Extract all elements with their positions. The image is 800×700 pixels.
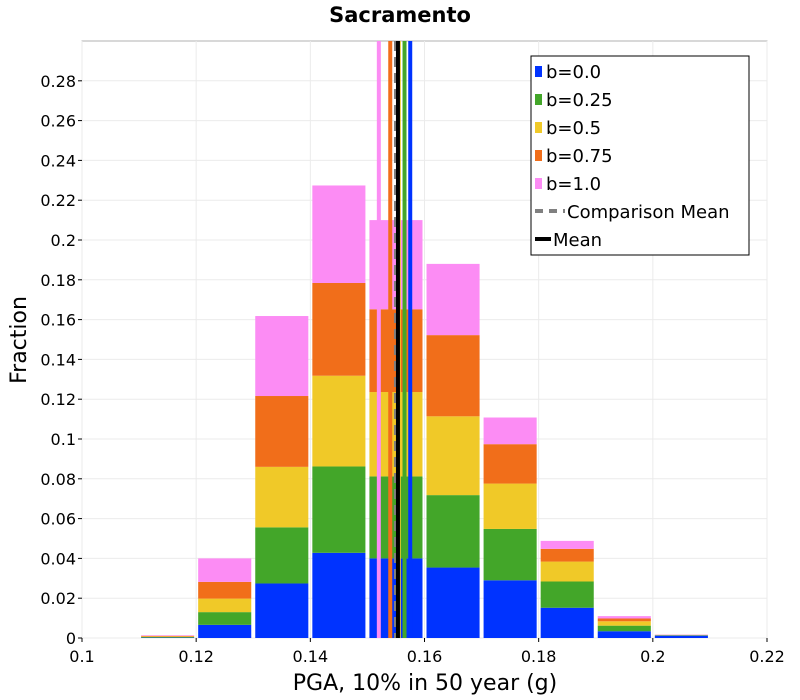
y-tick-label: 0.12 [40, 390, 76, 409]
y-axis-ticks: 0 0.02 0.04 0.06 0.08 0.1 0.12 0.14 0.16 0.18 0.2 0… [40, 72, 82, 648]
bar-b00-bin-9 [654, 635, 708, 638]
legend-swatch [535, 66, 542, 77]
bar-b10-bin-0 [141, 635, 195, 636]
bar-b10-bin-7 [540, 540, 594, 549]
bar-b10-bin-5 [426, 263, 480, 336]
bars [141, 185, 708, 638]
x-tick-label: 0.2 [640, 647, 665, 666]
bar-b10-bin-8 [597, 616, 651, 619]
bar-b05-bin-7 [540, 561, 594, 582]
bar-b00-bin-6 [483, 580, 537, 638]
legend-label: b=0.75 [546, 146, 613, 167]
mean-lines [376, 41, 413, 638]
legend-box [530, 55, 750, 256]
legend-label: b=0.0 [546, 62, 601, 83]
bar-b05-bin-0 [141, 636, 195, 638]
y-tick-label: 0.16 [40, 311, 76, 330]
x-tick-label: 0.12 [178, 647, 214, 666]
bar-b025-bin-2 [255, 527, 309, 584]
y-tick-label: 0.1 [51, 430, 76, 449]
bar-b025-bin-0 [141, 637, 195, 638]
y-tick-label: 0 [66, 629, 76, 648]
bar-b00-bin-8 [597, 631, 651, 638]
y-tick-label: 0.04 [40, 549, 76, 568]
legend-swatch [535, 150, 542, 161]
y-tick-label: 0.2 [51, 231, 76, 250]
y-tick-label: 0.08 [40, 470, 76, 489]
x-axis-label: PGA, 10% in 50 year (g) [293, 671, 557, 696]
x-axis-ticks: 0.1 0.12 0.14 0.16 0.18 0.2 0.22 [69, 638, 785, 666]
bar-b025-bin-8 [597, 625, 651, 632]
bar-b05-bin-6 [483, 483, 537, 529]
y-tick-label: 0.14 [40, 350, 76, 369]
y-tick-label: 0.06 [40, 510, 76, 529]
bar-b10-bin-2 [255, 316, 309, 397]
x-tick-label: 0.18 [521, 647, 557, 666]
bar-b075-bin-6 [483, 444, 537, 484]
x-tick-label: 0.14 [293, 647, 329, 666]
legend-label: b=1.0 [546, 174, 601, 195]
bar-b05-bin-1 [198, 598, 252, 613]
bar-b00-bin-2 [255, 583, 309, 638]
bar-b05-bin-8 [597, 621, 651, 626]
bar-b025-bin-5 [426, 495, 480, 568]
bar-b025-bin-1 [198, 612, 252, 625]
bar-b025-bin-6 [483, 528, 537, 581]
chart-title: Sacramento [329, 3, 471, 27]
y-tick-label: 0.28 [40, 72, 76, 91]
legend-label: b=0.5 [546, 118, 601, 139]
y-tick-label: 0.02 [40, 589, 76, 608]
legend-swatch [535, 178, 542, 189]
bar-b10-bin-3 [312, 185, 366, 283]
x-tick-label: 0.22 [749, 647, 785, 666]
bar-b10-bin-6 [483, 417, 537, 445]
y-tick-label: 0.18 [40, 271, 76, 290]
bar-b00-bin-3 [312, 552, 366, 638]
bar-b05-bin-3 [312, 375, 366, 467]
bar-b05-bin-2 [255, 466, 309, 528]
legend-swatch [535, 122, 542, 133]
bar-b075-bin-2 [255, 396, 309, 467]
bar-b00-bin-7 [540, 607, 594, 638]
bar-b075-bin-0 [141, 635, 195, 637]
bar-b075-bin-5 [426, 335, 480, 417]
legend-label: Mean [553, 230, 602, 251]
bar-b00-bin-5 [426, 567, 480, 638]
x-tick-label: 0.1 [69, 647, 94, 666]
bar-b025-bin-7 [540, 581, 594, 608]
y-tick-label: 0.22 [40, 191, 76, 210]
legend-swatch [535, 94, 542, 105]
bar-b10-bin-1 [198, 558, 252, 582]
legend-label: Comparison Mean [567, 202, 730, 223]
y-axis-label: Fraction [7, 296, 32, 384]
y-tick-label: 0.24 [40, 151, 76, 170]
bar-b075-bin-8 [597, 618, 651, 622]
bar-b075-bin-3 [312, 282, 366, 376]
y-tick-label: 0.26 [40, 112, 76, 131]
bar-b075-bin-1 [198, 581, 252, 599]
legend-label: b=0.25 [546, 90, 613, 111]
bar-b05-bin-5 [426, 416, 480, 496]
bar-b075-bin-7 [540, 548, 594, 562]
bar-b00-bin-1 [198, 624, 252, 638]
bar-b025-bin-3 [312, 466, 366, 553]
x-tick-label: 0.16 [407, 647, 443, 666]
legend: b=0.0 b=0.25 b=0.5 b=0.75 b=1.0 Comparison Me… [530, 55, 750, 256]
